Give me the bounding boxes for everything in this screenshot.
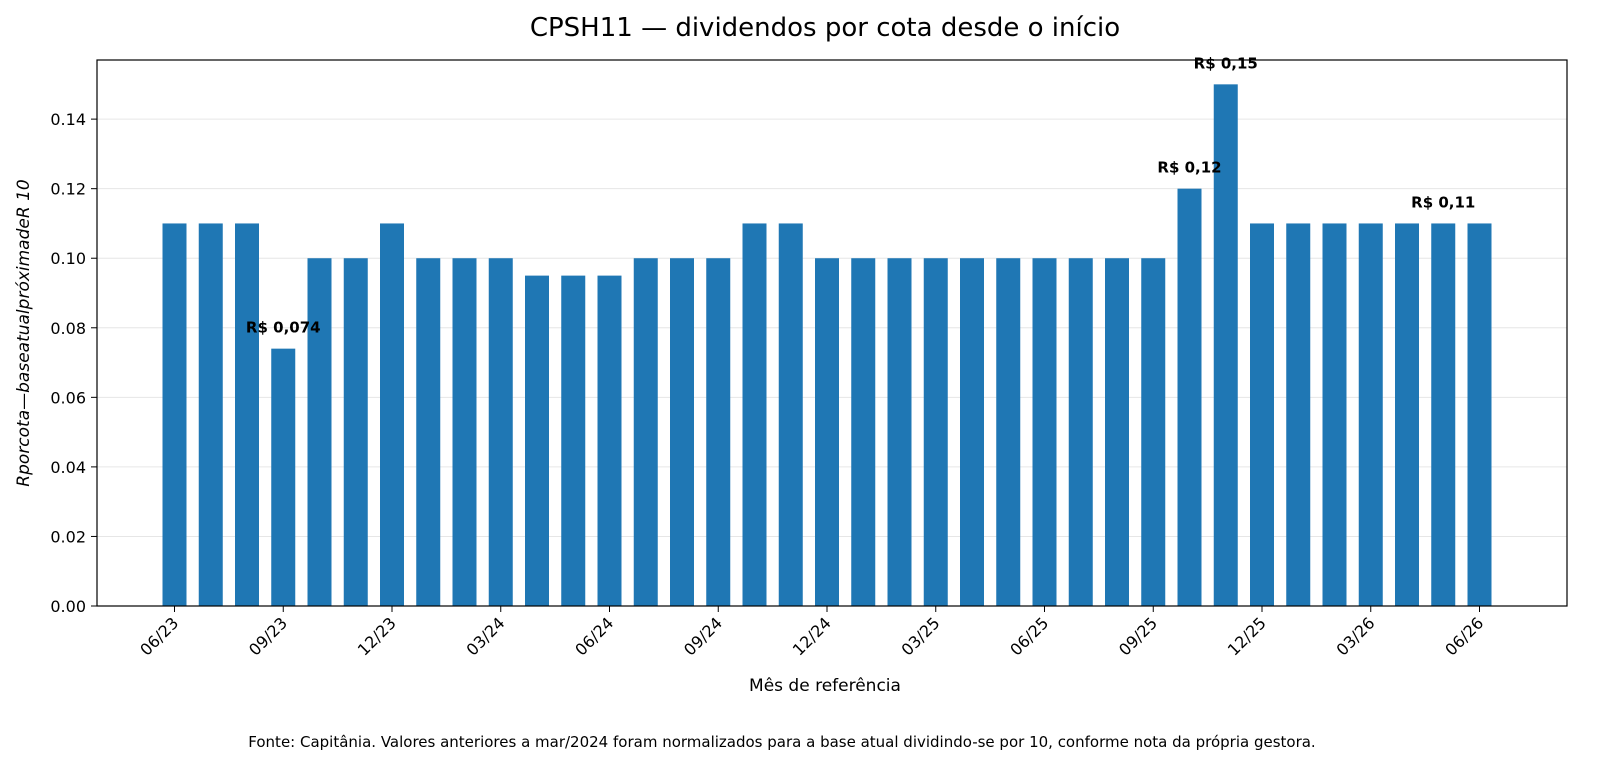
x-tick-label: 06/23 [136,613,182,659]
bar-07-25 [1068,258,1093,606]
data-label: R$ 0,11 [1411,193,1475,211]
y-tick-label: 0.14 [50,110,86,129]
bar-12-23 [380,223,404,607]
x-tick-label: 12/25 [1224,613,1270,659]
source-footnote: Fonte: Capitânia. Valores anteriores a m… [248,733,1315,751]
x-tick-label: 03/24 [463,613,509,659]
data-label: R$ 0,15 [1194,54,1258,72]
x-axis-label: Mês de referência [749,676,901,696]
bar-03-25 [923,258,948,606]
x-tick-label: 09/25 [1115,613,1161,659]
x-axis: 06/23 09/23 12/23 03/24 06/24 09/24 12/24 03/25… [136,606,1487,659]
bar-01-25 [851,258,876,606]
x-tick-label: 12/24 [789,613,835,659]
bar-06-25 [1032,258,1057,606]
bar-05-26 [1431,223,1456,607]
y-tick-label: 0.08 [50,319,86,338]
bar-09-25 [1141,258,1166,606]
bar-05-25 [996,258,1021,606]
bar-12-24 [815,258,839,606]
x-tick-label: 09/24 [680,613,726,659]
bar-01-24 [416,258,441,606]
bar-04-25 [960,258,984,606]
x-tick-label: 06/25 [1006,613,1052,659]
bar-05-24 [561,275,586,606]
y-axis-label: Rporcota—baseatualpróximadeR 10 [14,179,34,486]
bar-10-25 [1177,188,1202,606]
bar-11-24 [778,223,803,607]
bar-07-23 [198,223,223,607]
bar-04-26 [1395,223,1419,607]
bar-08-23 [235,223,259,607]
chart-title: CPSH11 — dividendos por cota desde o iní… [530,13,1120,43]
data-label: R$ 0,12 [1157,159,1221,177]
bar-08-25 [1105,258,1129,606]
bar-02-24 [452,258,477,606]
bar-09-24 [706,258,731,606]
bar-02-26 [1322,223,1347,607]
x-tick-label: 06/24 [571,613,617,659]
bar-04-24 [525,275,549,606]
bar-series [162,84,1492,607]
x-tick-label: 06/26 [1441,613,1487,659]
y-tick-label: 0.12 [50,180,86,199]
bar-06-26 [1467,223,1492,607]
x-tick-label: 12/23 [354,613,400,659]
bar-12-25 [1250,223,1274,607]
y-tick-label: 0.00 [50,597,86,616]
y-tick-label: 0.06 [50,388,86,407]
x-tick-label: 09/23 [245,613,291,659]
y-tick-label: 0.04 [50,458,86,477]
bar-02-25 [887,258,912,606]
bar-03-26 [1358,223,1383,607]
plot-frame [96,59,1568,607]
bar-09-23 [271,348,296,606]
data-labels: R$ 0,074 R$ 0,12 R$ 0,15 R$ 0,11 [246,54,1475,336]
y-tick-label: 0.02 [50,527,86,546]
y-tick-label: 0.10 [50,249,86,268]
bar-10-23 [307,258,332,606]
y-axis: 0.00 0.02 0.04 0.06 0.08 0.10 0.12 0.14 [50,110,97,616]
bar-11-23 [343,258,368,606]
bar-07-24 [633,258,658,606]
data-label: R$ 0,074 [246,319,321,337]
x-tick-label: 03/25 [898,613,944,659]
bar-06-23 [162,223,187,607]
bar-01-26 [1286,223,1311,607]
bar-06-24 [597,275,622,606]
x-tick-label: 03/26 [1333,613,1379,659]
bar-10-24 [742,223,767,607]
bar-08-24 [670,258,694,606]
bar-11-25 [1213,84,1238,607]
bar-03-24 [488,258,513,606]
